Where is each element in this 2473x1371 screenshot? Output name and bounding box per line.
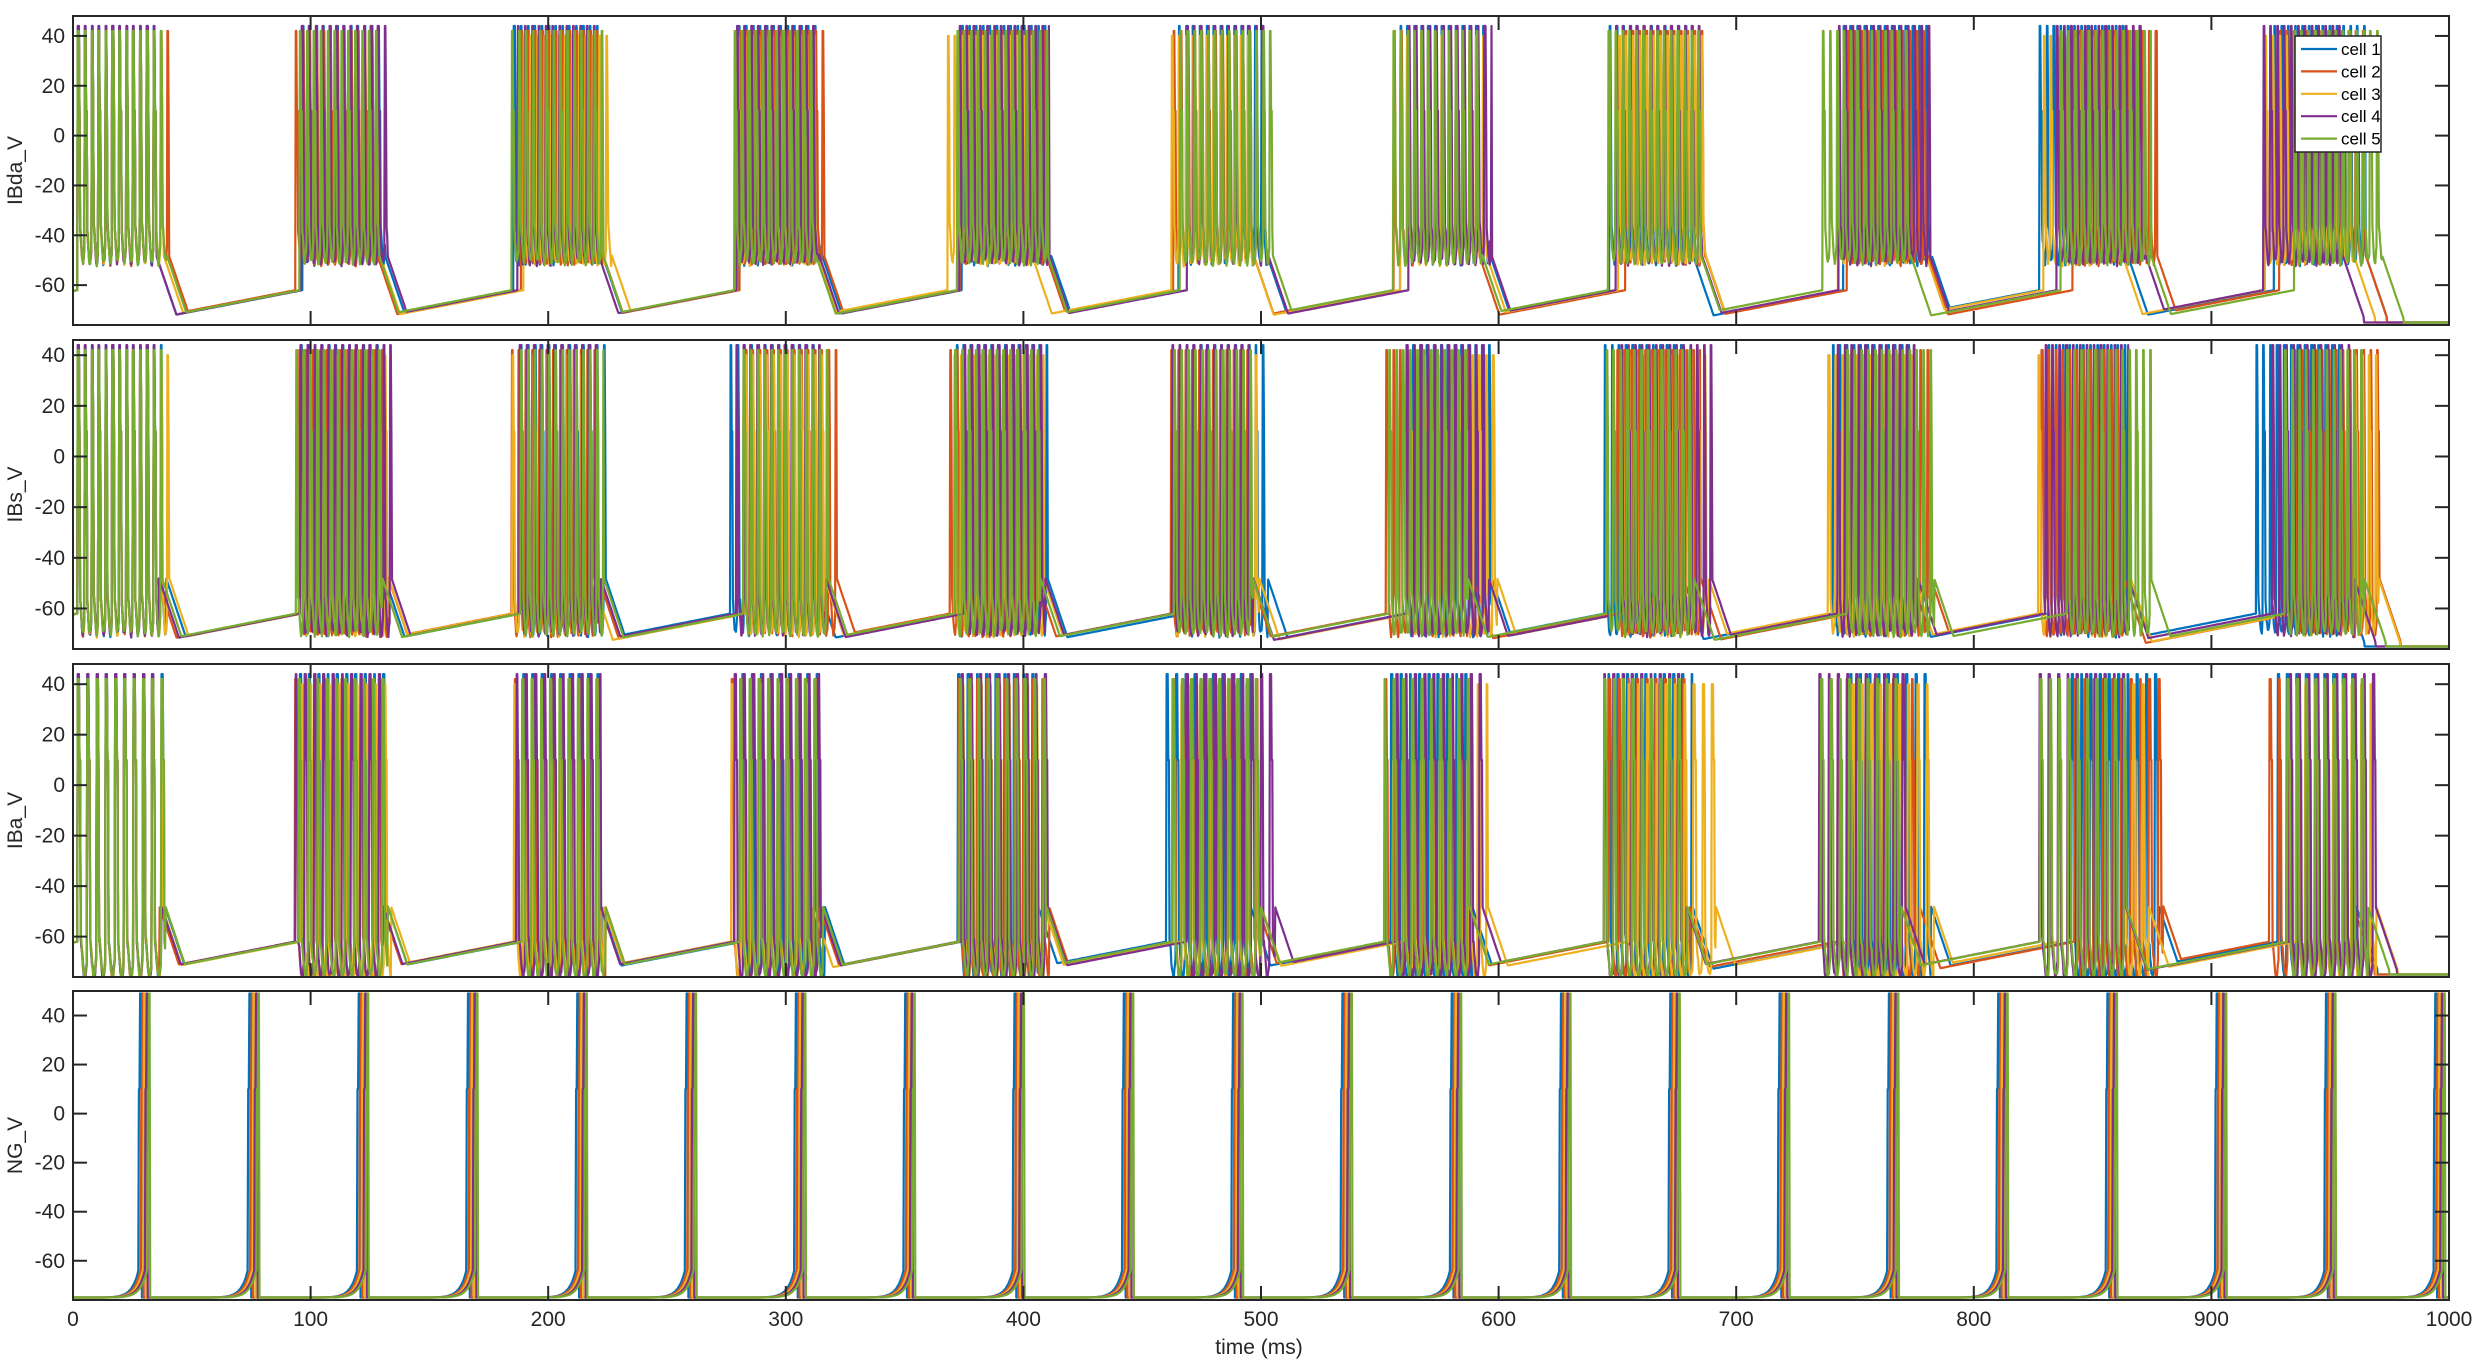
series-line-cell-5 bbox=[73, 29, 2449, 324]
x-tick-label: 100 bbox=[293, 1308, 328, 1331]
x-tick-label: 0 bbox=[67, 1308, 79, 1331]
x-tick-label: 200 bbox=[531, 1308, 566, 1331]
series-group bbox=[73, 24, 2449, 324]
x-tick-label: 400 bbox=[1006, 1308, 1041, 1331]
y-tick-label: -20 bbox=[35, 496, 65, 519]
y-axis-label: NG_V bbox=[4, 1117, 27, 1174]
y-tick-label: 0 bbox=[53, 1103, 65, 1126]
y-axis-label: IBs_V bbox=[4, 466, 27, 522]
x-tick-label: 900 bbox=[2194, 1308, 2229, 1331]
y-tick-label: 0 bbox=[53, 125, 65, 148]
y-tick-label: -40 bbox=[35, 547, 65, 570]
y-tick-label: 40 bbox=[42, 344, 65, 367]
y-tick-label: -60 bbox=[35, 1250, 65, 1273]
y-tick-label: 20 bbox=[42, 75, 65, 98]
x-tick-label: 500 bbox=[1243, 1308, 1278, 1331]
y-tick-label: 40 bbox=[42, 1005, 65, 1028]
series-line-cell-5 bbox=[73, 349, 2449, 648]
legend-entry: cell 1 bbox=[2341, 40, 2381, 59]
y-tick-label: -20 bbox=[35, 174, 65, 197]
y-axis-label: IBa_V bbox=[4, 792, 27, 849]
legend-entry: cell 5 bbox=[2341, 130, 2381, 149]
y-tick-label: 0 bbox=[53, 446, 65, 469]
y-tick-label: -60 bbox=[35, 274, 65, 297]
panel-2: -60 -40 -20 0 20 40 IBs_V bbox=[4, 339, 2450, 650]
y-tick-label: 0 bbox=[53, 774, 65, 797]
legend-entry: cell 2 bbox=[2341, 62, 2381, 81]
y-tick-label: -20 bbox=[35, 1152, 65, 1175]
series-group bbox=[73, 344, 2449, 648]
x-tick-label: 1000 bbox=[2426, 1308, 2473, 1331]
y-tick-label: 20 bbox=[42, 724, 65, 747]
y-tick-label: -60 bbox=[35, 597, 65, 620]
series-line-cell-5 bbox=[73, 678, 2449, 977]
y-tick-label: 40 bbox=[42, 673, 65, 696]
y-tick-label: -20 bbox=[35, 825, 65, 848]
panel-3: -60 -40 -20 0 20 40 IBa_V bbox=[4, 663, 2450, 978]
y-tick-label: -40 bbox=[35, 224, 65, 247]
legend-entry: cell 4 bbox=[2341, 107, 2381, 126]
y-tick-label: -40 bbox=[35, 1201, 65, 1224]
y-tick-label: -60 bbox=[35, 926, 65, 949]
y-tick-label: -40 bbox=[35, 875, 65, 898]
legend-entry: cell 3 bbox=[2341, 85, 2381, 104]
x-tick-label: 700 bbox=[1719, 1308, 1754, 1331]
x-tick-label: 600 bbox=[1481, 1308, 1516, 1331]
y-axis-label: IBda_V bbox=[4, 136, 27, 205]
x-tick-label: 300 bbox=[768, 1308, 803, 1331]
y-tick-label: 40 bbox=[42, 25, 65, 48]
x-axis-label: time (ms) bbox=[1215, 1336, 1303, 1359]
x-tick-label: 800 bbox=[1956, 1308, 1991, 1331]
y-tick-label: 20 bbox=[42, 1054, 65, 1077]
legend: cell 1 cell 2 cell 3 cell 4 cell 5 bbox=[2294, 35, 2382, 153]
y-tick-label: 20 bbox=[42, 395, 65, 418]
